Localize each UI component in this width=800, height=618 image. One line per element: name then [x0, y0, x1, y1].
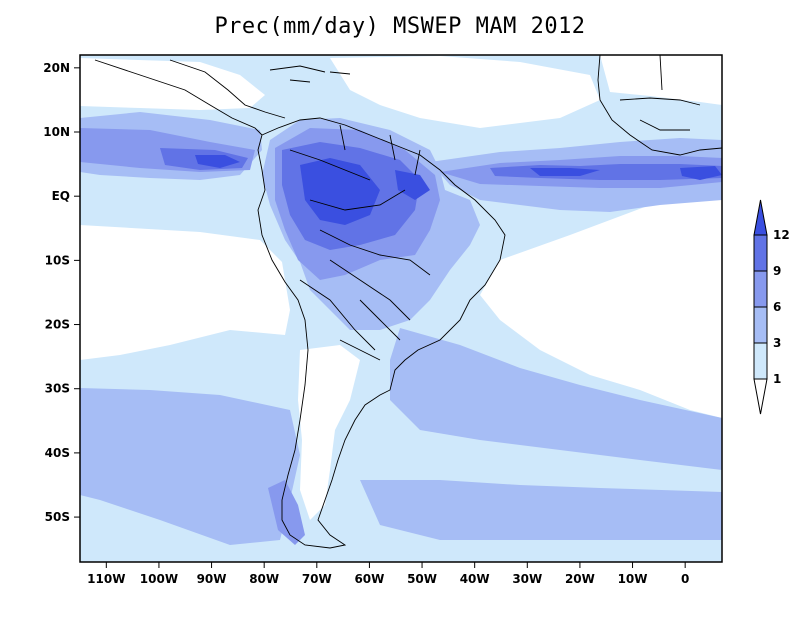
colorbar-segment — [753, 342, 768, 380]
map-content — [80, 55, 722, 562]
lat-tick-label: 40S — [45, 446, 70, 460]
longitude-axis: 110W 100W 90W 80W 70W 60W 50W 40W 30W 20W 10W 0 — [87, 562, 689, 586]
country-borders — [94, 55, 722, 549]
extreme-gulf-of-guinea — [680, 166, 722, 180]
lon-tick-label: 40W — [460, 572, 490, 586]
map-title: Prec(mm/day) MSWEP MAM 2012 — [214, 14, 586, 39]
lon-tick-label: 70W — [302, 572, 332, 586]
lon-tick-label: 20W — [565, 572, 595, 586]
colorbar-segment — [753, 234, 768, 272]
colorbar-segment — [753, 306, 768, 344]
moderate-band-south-atlantic-storm — [390, 328, 722, 470]
internal-borders — [289, 124, 431, 361]
colorbar-level-label: 12 — [773, 228, 790, 242]
colorbar-level-label: 1 — [773, 372, 781, 386]
lon-tick-label: 50W — [407, 572, 437, 586]
dry-zone-south-pacific — [80, 225, 290, 360]
lat-tick-label: 10S — [45, 253, 70, 267]
latitude-axis: 20N 10N EQ 10S 20S 30S 40S 50S — [43, 61, 80, 524]
central-america-coastline — [94, 59, 286, 136]
colorbar-level-label: 6 — [773, 300, 781, 314]
dry-zone-north-pacific — [80, 58, 265, 110]
extreme-amazon-east — [395, 170, 430, 200]
lat-tick-label: 30S — [45, 382, 70, 396]
africa-internal-borders — [619, 55, 701, 131]
africa-coastline — [597, 55, 722, 156]
lon-tick-label: 100W — [140, 572, 178, 586]
colorbar-level-label: 3 — [773, 336, 781, 350]
lon-tick-label: 0 — [681, 572, 689, 586]
colorbar-legend: 1 3 6 9 12 — [753, 199, 790, 415]
colorbar-top-arrow — [753, 199, 768, 236]
moderate-band-south-atlantic-south — [360, 480, 722, 540]
colorbar-segment — [753, 270, 768, 308]
dry-zone-argentina — [298, 345, 360, 520]
map-frame — [79, 54, 723, 563]
lat-tick-label: 10N — [43, 125, 70, 139]
lat-tick-label: 20S — [45, 318, 70, 332]
heavy-band-patagonia — [268, 480, 305, 545]
lon-tick-label: 80W — [249, 572, 279, 586]
lat-tick-label: 50S — [45, 510, 70, 524]
lon-tick-label: 30W — [512, 572, 542, 586]
lon-tick-label: 60W — [354, 572, 384, 586]
lon-tick-label: 10W — [618, 572, 648, 586]
dry-zone-caribbean — [330, 56, 600, 128]
extreme-pacific-itcz — [195, 155, 240, 168]
colorbar-bottom-arrow — [753, 378, 768, 415]
extreme-atlantic-itcz — [530, 168, 600, 176]
south-america-coastline — [257, 117, 506, 549]
lon-tick-label: 110W — [87, 572, 125, 586]
lon-tick-label: 90W — [197, 572, 227, 586]
lat-tick-label: EQ — [52, 189, 70, 203]
caribbean-islands — [269, 65, 351, 83]
dry-zone-south-atlantic — [480, 198, 722, 418]
colorbar-level-label: 9 — [773, 264, 781, 278]
lat-tick-label: 20N — [43, 61, 70, 75]
moderate-band-south-pacific-storm — [80, 388, 300, 545]
